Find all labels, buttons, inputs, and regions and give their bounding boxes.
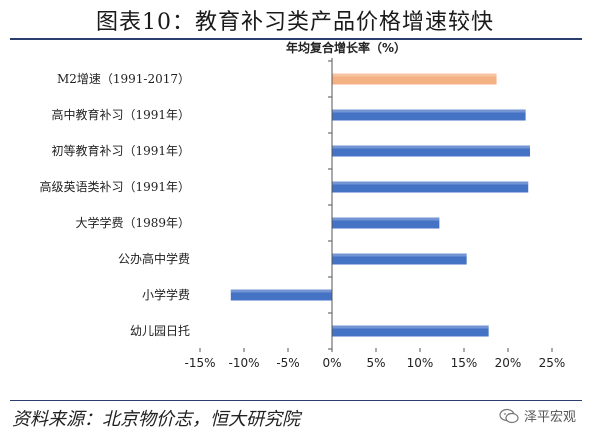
bar-2: [332, 145, 530, 157]
x-tick-label-6: 15%: [451, 356, 478, 370]
bar-1: [332, 109, 526, 121]
bar-5: [332, 253, 467, 265]
category-label-2: 初等教育补习（1991年）: [51, 143, 190, 158]
bar-6: [230, 289, 332, 301]
bar-shine-3: [332, 181, 529, 185]
bar-3: [332, 181, 529, 193]
category-label-4: 大学学费（1989年）: [75, 215, 190, 230]
x-tick-label-3: 0%: [322, 356, 341, 370]
x-tick-label-4: 5%: [366, 356, 385, 370]
x-tick-label-8: 25%: [539, 356, 566, 370]
bar-shine-4: [332, 217, 440, 221]
bar-shine-7: [332, 325, 489, 329]
bar-shine-0: [332, 73, 497, 77]
chart-title: 年均复合增长率（%）: [286, 40, 406, 55]
watermark: 泽平宏观: [499, 406, 576, 425]
x-tick-label-5: 10%: [407, 356, 434, 370]
source-note: 资料来源：北京物价志，恒大研究院: [12, 409, 300, 430]
x-axis: -15% -10% -5% 0% 5% 10% 15% 20% 25%: [184, 348, 565, 370]
bar-shine-2: [332, 145, 530, 149]
category-label-7: 幼儿园日托: [130, 324, 190, 338]
category-labels: M2增速（1991-2017） 高中教育补习（1991年） 初等教育补习（1991年…: [39, 72, 190, 338]
bar-chart: 年均复合增长率（%） M2增速（1991-2017） 高中教育补习（1991年） 初…: [39, 40, 565, 370]
bar-7: [332, 325, 489, 337]
figure-title: 图表10：教育补习类产品价格增速较快: [96, 10, 494, 35]
watermark-text: 泽平宏观: [523, 410, 576, 425]
category-label-1: 高中教育补习（1991年）: [51, 107, 190, 122]
source-rule: [10, 400, 582, 401]
x-tick-label-2: -5%: [276, 356, 299, 370]
category-label-5: 公办高中学费: [118, 251, 190, 266]
bar-shine-6: [230, 289, 332, 293]
bar-group: [230, 73, 530, 337]
category-label-0: M2增速（1991-2017）: [57, 72, 190, 86]
bar-shine-1: [332, 109, 526, 113]
title-rule: [10, 38, 582, 40]
bar-4: [332, 217, 440, 229]
x-tick-label-1: -10%: [228, 356, 259, 370]
bar-0: [332, 73, 497, 85]
category-label-3: 高级英语类补习（1991年）: [39, 179, 190, 194]
y-axis: [328, 58, 333, 350]
wechat-icon: [499, 408, 519, 423]
x-tick-label-0: -15%: [184, 356, 215, 370]
category-label-6: 小学学费: [142, 287, 190, 302]
bar-shine-5: [332, 253, 467, 257]
x-tick-label-7: 20%: [495, 356, 522, 370]
